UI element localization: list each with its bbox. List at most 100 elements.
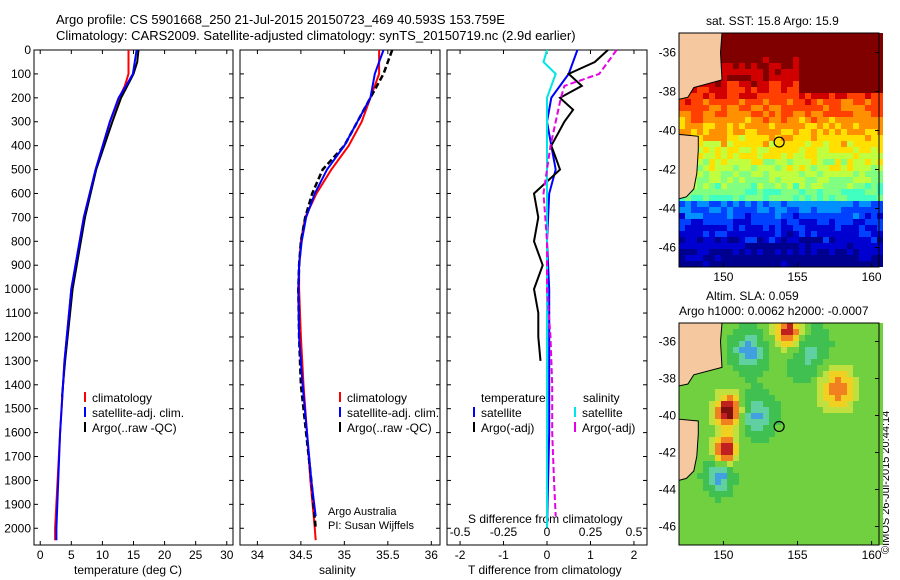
x-tick-label: 15 bbox=[127, 548, 141, 562]
x-tick-label: 35.5 bbox=[376, 548, 400, 562]
map-3-field bbox=[679, 33, 883, 267]
depth-tick-label: 1800 bbox=[4, 473, 31, 487]
s-diff-tick-label: 0 bbox=[544, 525, 551, 539]
depth-tick-label: 400 bbox=[11, 139, 31, 153]
map-4-lon-label: 160 bbox=[862, 548, 882, 562]
sal-legend-label: Argo(..raw -QC) bbox=[347, 421, 432, 435]
salinity-axis-label: salinity bbox=[319, 563, 356, 577]
temp-satellite-line bbox=[55, 49, 138, 541]
temp-legend-label: Argo(..raw -QC) bbox=[92, 421, 177, 435]
diff-legend-heading: temperature bbox=[481, 391, 546, 405]
x-tick-label: 10 bbox=[96, 548, 110, 562]
sal-argo-line bbox=[297, 49, 394, 529]
depth-tick-label: 1300 bbox=[4, 354, 31, 368]
temp-argo-line bbox=[61, 49, 140, 397]
diff-t-legend-label: Argo(-adj) bbox=[481, 421, 534, 435]
x-tick-label: 36 bbox=[425, 548, 439, 562]
s-diff-tick-label: 0.25 bbox=[579, 525, 603, 539]
map-4-lon-label: 155 bbox=[788, 548, 808, 562]
sst-map-title: sat. SST: 15.8 Argo: 15.9 bbox=[706, 14, 839, 28]
map-3-lat-label: -46 bbox=[659, 241, 677, 255]
depth-tick-label: 700 bbox=[11, 210, 31, 224]
depth-tick-label: 1600 bbox=[4, 426, 31, 440]
s-diff-tick-label: 0.5 bbox=[626, 525, 643, 539]
t-diff-axis-label: T difference from climatology bbox=[468, 563, 622, 577]
sal-satellite-line bbox=[297, 49, 385, 517]
depth-tick-label: 800 bbox=[11, 234, 31, 248]
s-diff-argo-line bbox=[542, 49, 618, 517]
depth-tick-label: 600 bbox=[11, 186, 31, 200]
map-4-lat-label: -44 bbox=[659, 483, 677, 497]
depth-tick-label: 1000 bbox=[4, 282, 31, 296]
depth-tick-label: 1700 bbox=[4, 450, 31, 464]
temp-legend-label: satellite-adj. clim. bbox=[92, 406, 184, 420]
x-tick-label: 30 bbox=[220, 548, 234, 562]
map-3-frame bbox=[678, 32, 880, 268]
sla-map-title: Altim. SLA: 0.059 bbox=[706, 289, 799, 303]
x-tick-label: 20 bbox=[158, 548, 172, 562]
map-3-lat-label: -38 bbox=[659, 85, 677, 99]
map-4-lat-label: -46 bbox=[659, 520, 677, 534]
depth-tick-label: 900 bbox=[11, 258, 31, 272]
depth-tick-label: 2000 bbox=[4, 521, 31, 535]
map-3-lon-label: 150 bbox=[713, 270, 733, 284]
map-4-lat-label: -42 bbox=[659, 446, 677, 460]
x-tick-label: 0 bbox=[544, 548, 551, 562]
map-4-lat-label: -40 bbox=[659, 409, 677, 423]
x-tick-label: 2 bbox=[631, 548, 638, 562]
map-3-argo-marker bbox=[773, 136, 785, 148]
sal-climatology-line bbox=[298, 50, 381, 541]
map-4-lon-label: 150 bbox=[713, 548, 733, 562]
x-tick-label: 35 bbox=[338, 548, 352, 562]
t-diff-argo-line bbox=[532, 49, 609, 361]
depth-tick-label: 300 bbox=[11, 115, 31, 129]
x-tick-label: 1 bbox=[587, 548, 594, 562]
sal-legend-label: satellite-adj. clim. bbox=[347, 406, 439, 420]
depth-tick-label: 100 bbox=[11, 67, 31, 81]
x-tick-label: -2 bbox=[455, 548, 466, 562]
depth-tick-label: 1400 bbox=[4, 378, 31, 392]
depth-tick-label: 200 bbox=[11, 91, 31, 105]
map-3-lat-label: -36 bbox=[659, 46, 677, 60]
x-tick-label: 5 bbox=[68, 548, 75, 562]
diff-t-legend-label: satellite bbox=[481, 406, 522, 420]
title-line-1: Argo profile: CS 5901668_250 21-Jul-2015… bbox=[56, 12, 505, 27]
map-4-argo-marker bbox=[773, 420, 785, 433]
map-3-lon-label: 155 bbox=[788, 270, 808, 284]
x-tick-label: 0 bbox=[37, 548, 44, 562]
sal-legend-label: climatology bbox=[347, 391, 407, 405]
s-diff-tick-label: -0.5 bbox=[450, 525, 471, 539]
s-diff-axis-label: S difference from climatology bbox=[468, 512, 623, 526]
temp-climatology-line bbox=[54, 50, 130, 541]
x-tick-label: 25 bbox=[189, 548, 203, 562]
temp-legend-label: climatology bbox=[92, 391, 152, 405]
title-line-2: Climatology: CARS2009. Satellite-adjuste… bbox=[56, 28, 576, 43]
t-diff-satellite-line bbox=[545, 49, 579, 529]
depth-tick-label: 1900 bbox=[4, 497, 31, 511]
x-tick-label: 34.5 bbox=[289, 548, 313, 562]
map-4-lat-label: -36 bbox=[659, 335, 677, 349]
x-tick-label: 34 bbox=[251, 548, 265, 562]
s-diff-tick-label: -0.25 bbox=[490, 525, 518, 539]
map-3-lon-label: 160 bbox=[862, 270, 882, 284]
x-tick-label: -1 bbox=[498, 548, 509, 562]
map-3-lat-label: -40 bbox=[659, 124, 677, 138]
temperature-axis-label: temperature (deg C) bbox=[74, 563, 183, 577]
sla-map-subtitle: Argo h1000: 0.0062 h2000: -0.0007 bbox=[679, 304, 869, 318]
diff-s-legend-label: Argo(-adj) bbox=[582, 421, 635, 435]
depth-tick-label: 1100 bbox=[5, 306, 31, 320]
map-3-lat-label: -44 bbox=[659, 202, 677, 216]
depth-tick-label: 1500 bbox=[4, 402, 31, 416]
depth-tick-label: 1200 bbox=[4, 330, 31, 344]
s-diff-satellite-line bbox=[542, 49, 557, 529]
credit-line-1: Argo Australia bbox=[328, 506, 397, 518]
depth-tick-label: 0 bbox=[24, 43, 31, 57]
panel-frame-0 bbox=[33, 49, 234, 546]
depth-tick-label: 500 bbox=[11, 163, 31, 177]
diff-legend-heading: salinity bbox=[583, 391, 620, 405]
diff-s-legend-label: satellite bbox=[582, 406, 623, 420]
map-4-lat-label: -38 bbox=[659, 372, 677, 386]
map-3-lat-label: -42 bbox=[659, 163, 677, 177]
credit-line-2: PI: Susan Wijffels bbox=[328, 520, 414, 532]
